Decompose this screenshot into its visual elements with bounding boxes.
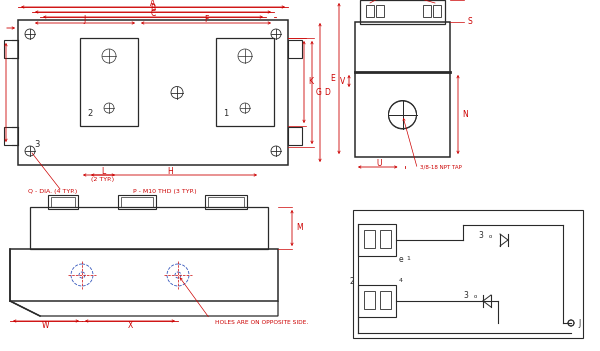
Bar xyxy=(355,22,450,157)
Bar xyxy=(121,197,153,207)
Bar xyxy=(4,127,18,145)
Text: Q - DIA. (4 TYP.): Q - DIA. (4 TYP.) xyxy=(28,188,77,193)
Text: 2: 2 xyxy=(87,109,92,118)
Text: 3: 3 xyxy=(34,140,40,149)
Text: J: J xyxy=(578,318,580,327)
Text: N: N xyxy=(462,110,468,119)
Bar xyxy=(216,38,274,126)
Bar xyxy=(423,5,431,17)
Text: e: e xyxy=(399,254,404,264)
Text: V: V xyxy=(340,77,345,86)
Bar xyxy=(288,127,302,145)
Bar xyxy=(380,291,391,309)
Bar xyxy=(118,195,156,209)
Text: E: E xyxy=(330,74,335,83)
Bar xyxy=(364,230,375,248)
Text: o: o xyxy=(473,294,476,299)
Text: K: K xyxy=(308,78,313,86)
Text: 3: 3 xyxy=(464,291,469,300)
Text: C: C xyxy=(151,9,155,18)
Text: o: o xyxy=(488,233,491,238)
Bar xyxy=(51,197,75,207)
Text: 3: 3 xyxy=(479,231,484,239)
Bar xyxy=(353,210,583,338)
Text: U: U xyxy=(376,159,382,168)
Text: L: L xyxy=(101,167,105,176)
Bar xyxy=(376,5,384,17)
Bar xyxy=(380,230,391,248)
Text: 1: 1 xyxy=(406,257,410,261)
Bar xyxy=(48,195,78,209)
Text: 3/8-18 NPT TAP: 3/8-18 NPT TAP xyxy=(421,165,463,170)
Bar xyxy=(4,40,18,58)
Text: M: M xyxy=(296,224,302,232)
Text: (2 TYP.): (2 TYP.) xyxy=(91,178,115,183)
Bar xyxy=(433,5,441,17)
Text: HOLES ARE ON OPPOSITE SIDE.: HOLES ARE ON OPPOSITE SIDE. xyxy=(215,320,308,325)
Bar xyxy=(358,224,396,256)
Bar xyxy=(360,0,445,24)
Text: W: W xyxy=(42,320,50,330)
Bar xyxy=(205,195,247,209)
Bar xyxy=(358,285,396,317)
Text: 4: 4 xyxy=(399,278,403,284)
Bar xyxy=(288,40,302,58)
Text: B: B xyxy=(151,4,155,13)
Text: S: S xyxy=(468,18,473,26)
Text: A: A xyxy=(151,0,155,8)
Bar xyxy=(18,20,288,165)
Bar xyxy=(366,5,374,17)
Text: D: D xyxy=(324,88,330,97)
Bar xyxy=(10,249,278,301)
Text: H: H xyxy=(167,167,173,176)
Text: F: F xyxy=(204,15,208,24)
Bar xyxy=(80,38,138,126)
Text: X: X xyxy=(127,320,133,330)
Text: G: G xyxy=(316,88,322,97)
Text: 2: 2 xyxy=(349,277,354,285)
Bar xyxy=(364,291,375,309)
Bar xyxy=(30,207,268,249)
Text: 1: 1 xyxy=(223,109,228,118)
Bar xyxy=(208,197,244,207)
Text: P - M10 THD (3 TYP.): P - M10 THD (3 TYP.) xyxy=(133,188,197,193)
Text: J: J xyxy=(84,15,86,24)
